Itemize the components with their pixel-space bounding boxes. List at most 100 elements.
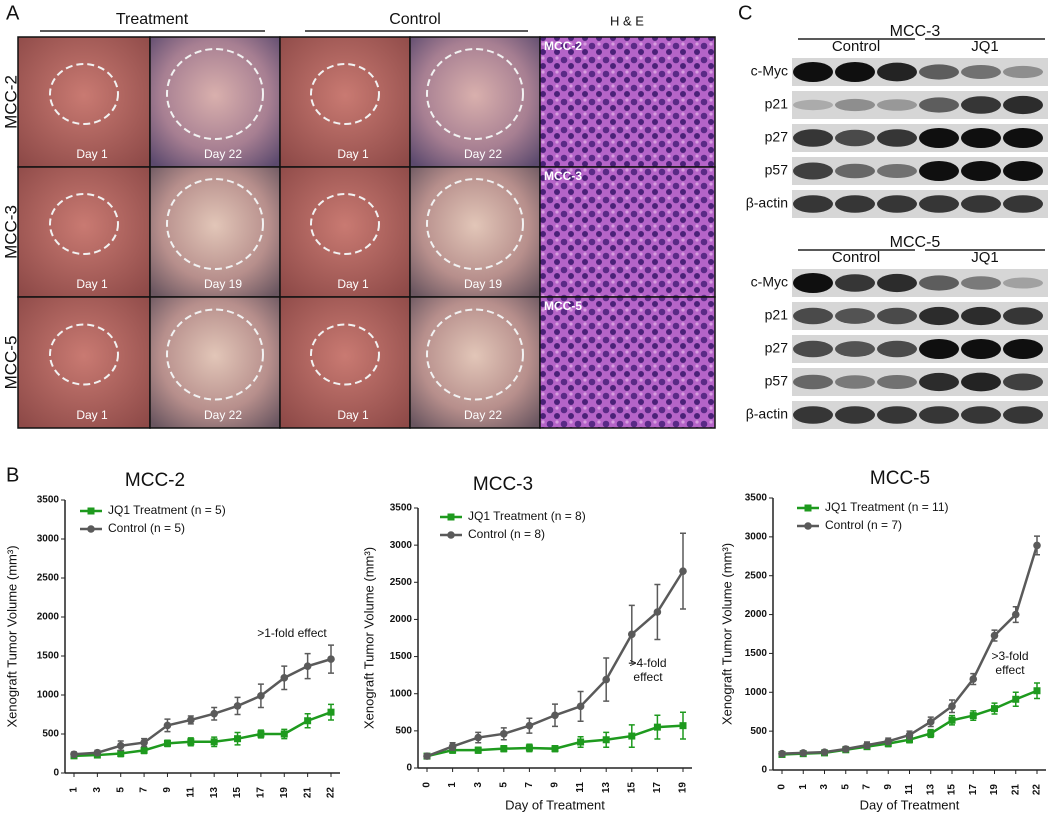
band [793,406,833,424]
marker [233,702,242,710]
x-tick-label: 11 [904,784,915,795]
legend-marker [804,522,812,530]
marker [551,745,559,753]
x-tick-label: 3 [473,782,484,788]
band [793,340,833,358]
marker [116,741,125,750]
band [793,129,833,147]
marker [163,721,172,730]
marker [210,738,218,746]
x-tick-label: 13 [601,782,612,794]
group-label: JQ1 [971,249,999,266]
x-axis-label: Day of Treatment [860,797,960,812]
marker [257,691,265,700]
tumor-photo [279,36,411,168]
band [919,64,959,80]
x-tick-label: 19 [279,787,290,799]
group-header: H & E [610,13,644,28]
legend-label: JQ1 Treatment (n = 11) [825,500,949,514]
he-image [539,296,716,429]
y-tick-label: 500 [750,726,767,737]
band [961,276,1001,290]
annotation: >3-fold [991,649,1028,663]
tumor-outline [426,308,524,401]
band [919,161,959,181]
x-tick-label: 22 [1032,784,1043,796]
marker [1012,695,1020,703]
band [1003,406,1043,424]
band [961,128,1001,148]
marker [140,738,148,747]
day-label: Day 22 [464,147,502,161]
marker [500,730,508,738]
marker [525,744,533,752]
band [961,161,1001,181]
protein-label: c-Myc [751,274,788,290]
day-label: Day 22 [464,408,502,422]
legend-label: Control (n = 8) [468,527,545,541]
y-axis-label: Xenograft Tumor Volume (mm³) [361,547,376,729]
chart-title: MCC-5 [870,468,930,489]
legend-marker [87,507,95,515]
day-label: Day 22 [204,147,242,161]
y-tick-label: 3000 [745,531,768,542]
tumor-outline [166,178,264,270]
marker [969,675,978,683]
band [793,62,833,82]
group-header: Treatment [116,11,189,28]
band [919,275,959,291]
band [1003,95,1043,115]
marker [799,749,808,757]
x-tick-label: 15 [947,784,958,796]
band [835,406,875,424]
marker [303,662,312,670]
tumor-outline [49,193,119,255]
legend-label: JQ1 Treatment (n = 8) [468,509,586,523]
marker [628,630,636,639]
marker [602,675,610,684]
day-label: Day 1 [337,408,369,422]
band [919,195,959,213]
marker [1033,541,1041,550]
band [877,195,917,213]
legend-marker [804,504,812,512]
marker [187,738,195,746]
protein-label: p57 [765,162,789,178]
x-tick-label: 7 [862,784,873,790]
marker [525,721,534,730]
day-label: Day 1 [337,147,369,161]
band [877,273,917,293]
panel-label: C [738,2,752,24]
marker [679,567,687,575]
protein-label: p21 [765,96,789,112]
marker [679,722,687,730]
marker [990,631,999,640]
marker [70,750,78,759]
x-tick-label: 15 [626,782,637,794]
marker [93,748,102,757]
marker [474,746,482,754]
band [793,307,833,325]
row-label: MCC-2 [1,75,20,129]
tumor-outline [310,193,380,255]
group-label: Control [832,38,880,55]
band [1003,195,1043,213]
tumor-outline [49,323,119,386]
band [793,195,833,213]
band [877,340,917,358]
legend-marker [87,525,95,533]
x-tick-label: 19 [678,782,689,794]
y-axis-label: Xenograft Tumor Volume (mm³) [719,543,734,725]
band [793,162,833,180]
protein-label: p27 [765,340,789,356]
he-image [539,166,716,298]
band [1003,277,1043,289]
tumor-photo [149,166,281,298]
he-label: MCC-3 [544,169,582,183]
x-tick-label: 22 [326,787,337,799]
tumor-outline [49,63,119,125]
y-axis-label: Xenograft Tumor Volume (mm³) [4,545,19,727]
band [961,306,1001,326]
y-tick-label: 1500 [745,648,768,659]
marker [653,723,661,731]
